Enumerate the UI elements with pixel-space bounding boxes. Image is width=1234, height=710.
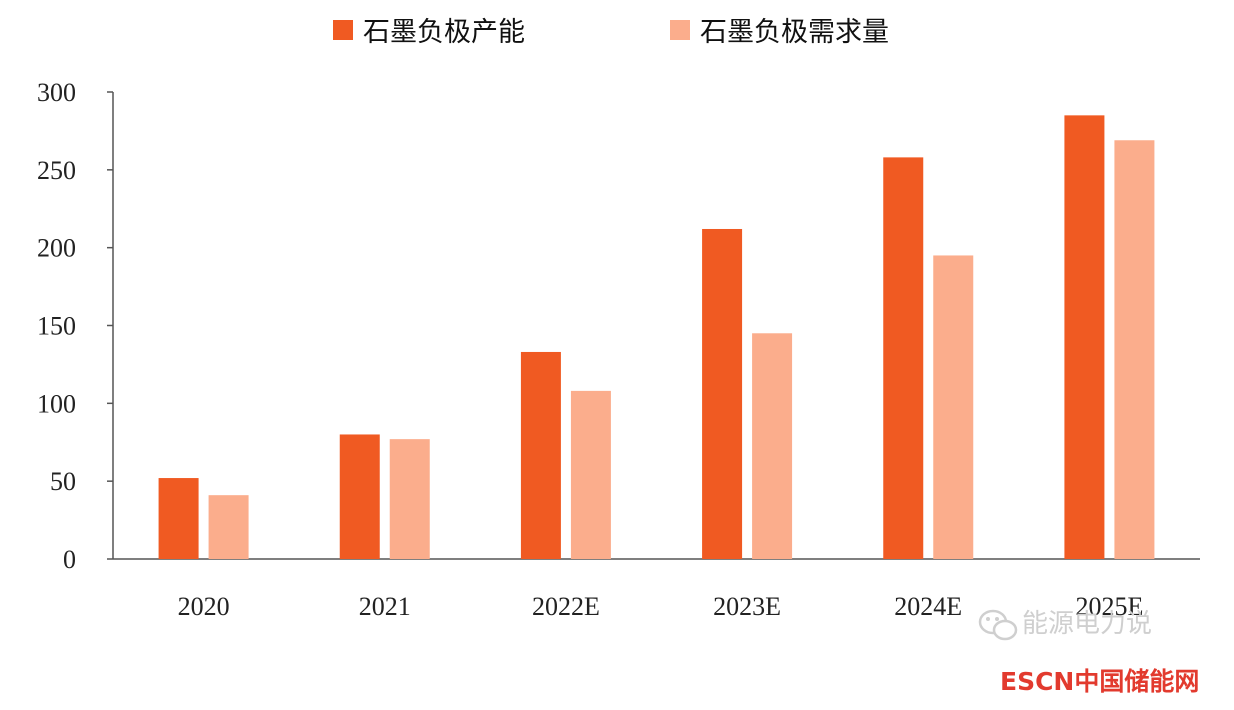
bar-capacity-2023E bbox=[702, 228, 743, 559]
legend-swatch bbox=[333, 20, 353, 40]
bar-demand-2021 bbox=[389, 439, 430, 559]
x-tick-label: 2023E bbox=[713, 592, 781, 621]
bar-capacity-2020 bbox=[158, 478, 199, 559]
y-tick-label: 100 bbox=[37, 389, 76, 418]
y-tick-label: 150 bbox=[37, 312, 76, 341]
y-tick-label: 50 bbox=[50, 467, 76, 496]
legend-label: 石墨负极需求量 bbox=[700, 17, 889, 48]
bars bbox=[158, 115, 1155, 560]
bar-capacity-2022E bbox=[520, 351, 561, 559]
watermark-text: 能源电力说 bbox=[1022, 609, 1152, 639]
x-tick-label: 2024E bbox=[894, 592, 962, 621]
bar-capacity-2025E bbox=[1064, 115, 1105, 559]
legend: 石墨负极产能 石墨负极需求量 bbox=[333, 17, 889, 48]
bar-capacity-2024E bbox=[883, 157, 924, 559]
bar-demand-2022E bbox=[570, 390, 611, 559]
bar-demand-2020 bbox=[208, 495, 249, 559]
wechat-icon bbox=[978, 609, 1018, 641]
y-tick-label: 200 bbox=[37, 234, 76, 263]
x-axis: 2020 2021 2022E 2023E 2024E 2025E bbox=[113, 558, 1200, 621]
bar-demand-2025E bbox=[1114, 140, 1155, 560]
bar-demand-2023E bbox=[752, 333, 793, 559]
bar-demand-2024E bbox=[933, 255, 974, 559]
x-tick-label: 2022E bbox=[532, 592, 600, 621]
y-tick-label: 0 bbox=[63, 545, 76, 574]
y-tick-label: 300 bbox=[37, 78, 76, 107]
bar-capacity-2021 bbox=[339, 434, 380, 559]
x-tick-label: 2025E bbox=[1075, 592, 1143, 621]
x-tick-label: 2021 bbox=[359, 592, 411, 621]
y-tick-label: 250 bbox=[37, 156, 76, 185]
watermark: 能源电力说 bbox=[978, 609, 1152, 641]
y-axis: 0 50 100 150 200 250 300 bbox=[37, 78, 114, 574]
legend-swatch bbox=[670, 20, 690, 40]
escn-logo: ESCN中国储能网 bbox=[1000, 667, 1199, 696]
legend-label: 石墨负极产能 bbox=[363, 17, 525, 48]
x-tick-label: 2020 bbox=[178, 592, 230, 621]
